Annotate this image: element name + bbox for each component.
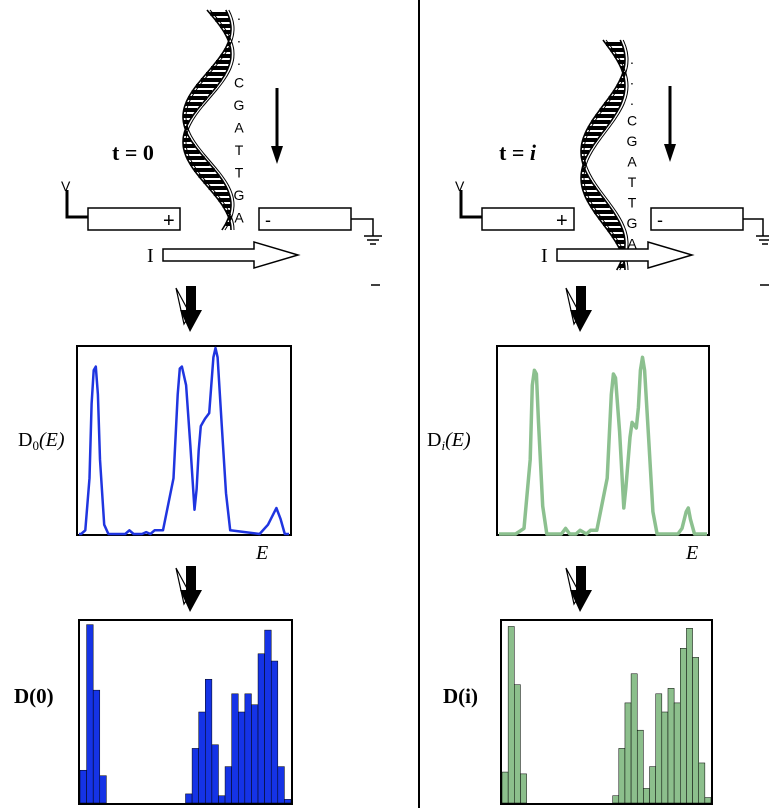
- histogram-left-bar: [86, 624, 94, 804]
- right-base-letter: G: [627, 133, 638, 149]
- histogram-right-bar: [661, 711, 669, 804]
- histogram-right-bar: [514, 684, 521, 804]
- histogram-left-bar: [218, 795, 226, 804]
- histogram-right-bar: [507, 626, 515, 804]
- energy-label-right: E: [685, 542, 698, 564]
- minus-sign-left: -: [265, 210, 271, 230]
- voltage-label-left: V: [61, 178, 71, 194]
- histogram-right-bar: [501, 771, 509, 804]
- histogram-right-bar: [649, 766, 656, 804]
- left-base-letter: T: [235, 142, 244, 158]
- right-base-letter: .: [630, 51, 634, 67]
- right-base-letter: A: [627, 154, 637, 170]
- histogram-right-bar: [680, 648, 687, 804]
- histogram-right-bar: [520, 773, 527, 804]
- current-arrow-right: [556, 240, 695, 270]
- histogram-right-bar: [624, 702, 632, 804]
- left-base-letter: A: [234, 120, 244, 136]
- histogram-bars-right: [501, 626, 712, 804]
- histogram-right-bar: [618, 748, 626, 804]
- histogram-right-bar: [673, 702, 681, 804]
- histogram-right-bar: [636, 729, 644, 804]
- histogram-left-bar: [205, 678, 213, 804]
- histogram-left-bar: [238, 711, 246, 804]
- dna-helix-right: [580, 39, 629, 271]
- dos-label-left: D0(E): [18, 429, 65, 453]
- flow-arrow-right-2: [565, 566, 592, 612]
- plus-sign-right: +: [556, 210, 568, 232]
- dna-helix-left: [182, 9, 235, 231]
- flow-arrow-left-1: [175, 286, 202, 332]
- flow-arrow-left-2: [175, 566, 202, 612]
- histogram-right-bar: [704, 797, 712, 804]
- right-base-letter: .: [630, 92, 634, 108]
- translocation-arrow-right: [664, 86, 676, 162]
- dos-curve-left: [79, 346, 289, 536]
- minus-sign-right: -: [657, 210, 663, 230]
- dos-label-right: Di(E): [427, 429, 471, 453]
- current-label-right: I: [541, 245, 548, 267]
- histogram-left-bar: [231, 693, 239, 804]
- histogram-left-bar: [244, 693, 252, 804]
- histogram-right-bar: [643, 788, 650, 804]
- histogram-left-bar: [270, 660, 279, 804]
- voltage-label-right: V: [455, 178, 465, 194]
- histogram-left-bar: [284, 799, 292, 804]
- translocation-arrow-left: [271, 88, 283, 164]
- electrode-positive-left: [65, 190, 181, 231]
- histogram-right-bar: [655, 693, 663, 804]
- histogram-left-bar: [99, 775, 107, 804]
- histogram-left-bar: [264, 629, 272, 804]
- current-arrow-left: [162, 240, 301, 270]
- electrode-positive-right: [459, 190, 575, 231]
- plus-sign-left: +: [163, 210, 175, 232]
- histogram-right-bar: [612, 795, 620, 804]
- dos-curve-right: [499, 355, 707, 536]
- histogram-left-bar: [211, 744, 219, 804]
- histogram-left-bar: [191, 748, 199, 804]
- left-base-letter: G: [234, 97, 245, 113]
- left-base-letter: G: [234, 187, 245, 203]
- time-label-left: t = 0: [112, 140, 154, 165]
- left-base-letter: A: [234, 210, 244, 226]
- energy-label-left: E: [255, 542, 268, 564]
- left-base-letter: C: [234, 75, 244, 91]
- histogram-right-bar: [698, 762, 706, 804]
- right-base-letter: G: [627, 215, 638, 231]
- current-label-left: I: [147, 245, 154, 267]
- electrode-negative-right: [650, 207, 769, 245]
- time-label-right: t = i: [499, 140, 537, 165]
- histogram-right-bar: [667, 688, 675, 804]
- right-base-letter: A: [627, 236, 637, 252]
- right-base-letter: T: [628, 195, 637, 211]
- vector-label-right: D(i): [443, 684, 478, 708]
- histogram-left-bar: [185, 793, 193, 804]
- histogram-left-bar: [257, 653, 265, 804]
- histogram-left-bar: [79, 769, 87, 804]
- histogram-left-bar: [277, 766, 285, 804]
- right-base-letter: .: [630, 72, 634, 88]
- vector-label-left: D(0): [14, 684, 54, 708]
- right-base-letter: C: [627, 113, 637, 129]
- histogram-left-bar: [92, 689, 101, 804]
- left-base-letter: .: [237, 30, 241, 46]
- histogram-right-bar: [692, 657, 699, 804]
- histogram-right-bar: [630, 673, 638, 804]
- histogram-left-bar: [198, 711, 206, 804]
- left-base-letter: .: [237, 7, 241, 23]
- left-base-letter: .: [237, 52, 241, 68]
- electrode-negative-left: [258, 207, 382, 245]
- histogram-right-bar: [686, 628, 693, 804]
- flow-arrow-right-1: [565, 286, 592, 332]
- histogram-left-bar: [224, 766, 232, 804]
- histogram-left-bar: [251, 704, 259, 804]
- right-base-letter: T: [628, 174, 637, 190]
- left-base-letter: T: [235, 165, 244, 181]
- histogram-bars-left: [79, 624, 292, 804]
